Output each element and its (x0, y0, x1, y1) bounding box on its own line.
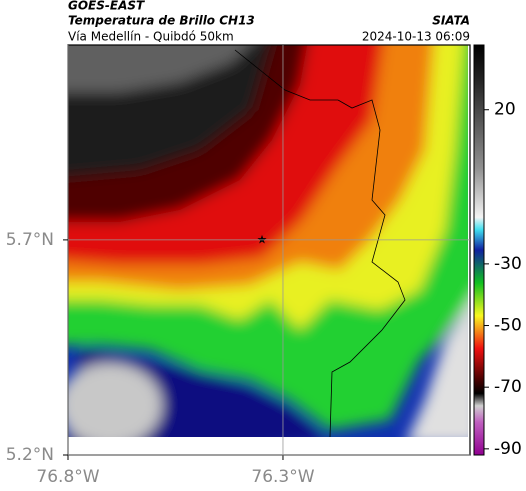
lat-tick-label: 5.2°N (6, 445, 54, 465)
subtitle: Temperatura de Brillo CH13 (68, 14, 255, 28)
lon-tick-label: 76.3°W (251, 467, 314, 487)
temperature-map (68, 45, 470, 455)
datetime: 2024-10-13 06:09 (362, 30, 470, 44)
colorbar-tick-label: -90 (494, 439, 522, 459)
colorbar (473, 44, 485, 456)
colorbar-tick-label: -30 (494, 254, 522, 274)
title: GOES-EAST (68, 0, 145, 13)
lon-tick-label: 76.8°W (36, 467, 99, 487)
route: Vía Medellín - Quibdó 50km (68, 30, 234, 44)
colorbar-tick-label: 20 (494, 100, 516, 120)
source: SIATA (432, 14, 470, 28)
colorbar-tick-label: -70 (494, 377, 522, 397)
colorbar-tick-label: -50 (494, 316, 522, 336)
lat-tick-label: 5.7°N (6, 230, 54, 250)
